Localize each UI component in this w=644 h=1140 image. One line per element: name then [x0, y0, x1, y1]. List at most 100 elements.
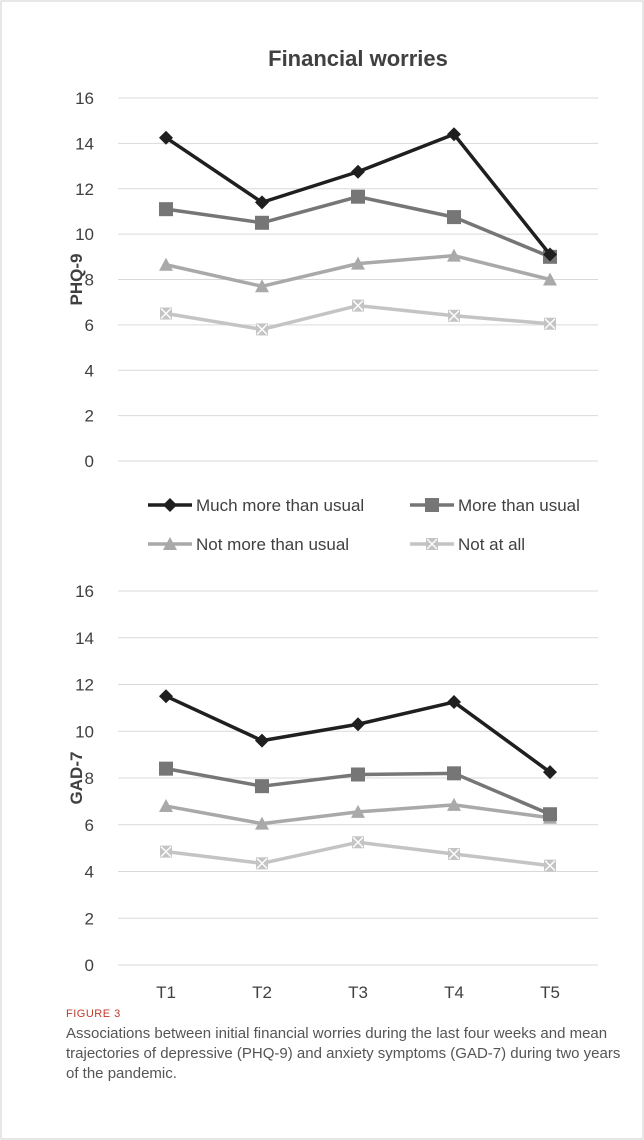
series-4-point-cross: [544, 860, 556, 872]
series-4-point-cross: [256, 323, 268, 335]
legend-marker-shape: [163, 537, 177, 550]
series-3-point: [447, 797, 461, 811]
series-3-point-shape: [447, 248, 461, 262]
legend-item: Not more than usual: [148, 535, 349, 554]
legend-marker: [163, 537, 177, 550]
y-axis-label: PHQ-9: [67, 254, 86, 306]
y-tick-label: 12: [75, 676, 94, 695]
series-3-point-shape: [159, 257, 173, 271]
chart-panel-1: Financial worries 0 2 4 6 8 10 12 14 16 PHQ-9: [67, 46, 598, 471]
series-3-point-shape: [255, 816, 269, 830]
series-2-point: [447, 210, 461, 225]
series-2-point-shape: [351, 189, 365, 204]
y-tick-label: 2: [85, 909, 94, 928]
x-tick-label: T1: [156, 983, 176, 1000]
series-1-point: [543, 247, 557, 262]
legend-marker: [426, 538, 438, 550]
y-tick-label: 10: [75, 722, 94, 741]
series-1-point: [351, 717, 365, 732]
series-1-point-shape: [543, 247, 557, 262]
series-4-point: [256, 323, 268, 336]
series-3-point: [351, 256, 365, 270]
series-3-point: [159, 257, 173, 271]
legend-label: Not at all: [458, 535, 525, 554]
legend-item: Not at all: [410, 535, 525, 554]
series-4-point: [352, 836, 364, 849]
y-tick-label: 12: [75, 180, 94, 199]
figure-caption-block: FIGURE 3 Associations between initial fi…: [66, 1008, 626, 1084]
series-4-point-cross: [448, 848, 460, 860]
y-tick-label: 16: [75, 582, 94, 601]
y-axis-label: GAD-7: [67, 752, 86, 805]
chart-title: Financial worries: [268, 46, 448, 71]
series-3-point-shape: [159, 799, 173, 813]
y-tick-label: 2: [85, 407, 94, 426]
series-3-point-shape: [255, 279, 269, 293]
series-1-point-shape: [351, 717, 365, 732]
series-2-point: [159, 202, 173, 217]
series-2-point-shape: [255, 779, 269, 794]
figure-label: FIGURE 3: [66, 1008, 121, 1020]
series-1-point: [447, 695, 461, 710]
series-4-point: [544, 859, 556, 872]
series-3-point-shape: [351, 804, 365, 818]
legend-marker: [163, 498, 177, 512]
series-2-point: [351, 767, 365, 782]
y-tick-label: 0: [85, 956, 94, 975]
series-4-point-cross: [160, 308, 172, 320]
chart-panel-2: 0 2 4 6 8 10 12 14 16 GAD-7 T1 T2 T3 T4 T5: [67, 582, 598, 1000]
figure-caption: Associations between initial financial w…: [66, 1025, 621, 1082]
series-3-point: [255, 816, 269, 830]
series-2-point: [351, 189, 365, 204]
series-2-point: [447, 766, 461, 781]
legend-label: Much more than usual: [196, 496, 364, 515]
series-2-point: [255, 215, 269, 230]
series-1-point-shape: [159, 130, 173, 145]
series-4-point-cross: [448, 310, 460, 322]
y-tick-label: 16: [75, 89, 94, 108]
series-4-point-cross: [544, 318, 556, 330]
series-3-point: [159, 799, 173, 813]
y-tick-label: 4: [85, 361, 94, 380]
series-1-point: [255, 195, 269, 210]
x-tick-label: T2: [252, 983, 272, 1000]
series-3-point-shape: [543, 272, 557, 286]
y-tick-label: 10: [75, 225, 94, 244]
series-1-point-shape: [255, 195, 269, 210]
x-tick-label: T4: [444, 983, 464, 1000]
y-tick-label: 8: [85, 769, 94, 788]
series-1-point-shape: [159, 689, 173, 704]
series-2-point-shape: [255, 215, 269, 230]
series-line-1: [165, 694, 552, 774]
y-tick-label: 14: [75, 629, 94, 648]
series-4-point: [256, 857, 268, 870]
series-3-point: [543, 272, 557, 286]
series-1-point: [351, 164, 365, 179]
x-tick-label: T5: [540, 983, 560, 1000]
legend-marker: [425, 498, 439, 512]
series-3-point: [351, 804, 365, 818]
series-4-point-cross: [352, 300, 364, 312]
legend-marker-cross: [426, 538, 438, 550]
series-4-point-cross: [352, 836, 364, 848]
series-4-point: [544, 317, 556, 330]
series-2-point: [543, 807, 557, 822]
series-4-point: [448, 309, 460, 322]
series-1-point-shape: [543, 765, 557, 780]
x-tick-label: T3: [348, 983, 368, 1000]
series-1-point: [159, 689, 173, 704]
series-4-point: [448, 847, 460, 860]
series-4-point: [352, 299, 364, 312]
series-2-point-shape: [447, 766, 461, 781]
legend-label: More than usual: [458, 496, 580, 515]
y-tick-label: 14: [75, 134, 94, 153]
series-1-point: [447, 127, 461, 142]
legend-marker-shape: [425, 498, 439, 512]
series-2-point-shape: [447, 210, 461, 225]
series-2-point-shape: [159, 202, 173, 217]
series-1-point-shape: [447, 695, 461, 710]
legend-item: More than usual: [410, 496, 580, 515]
series-2-point-shape: [159, 761, 173, 776]
series-line-2: [165, 194, 551, 259]
